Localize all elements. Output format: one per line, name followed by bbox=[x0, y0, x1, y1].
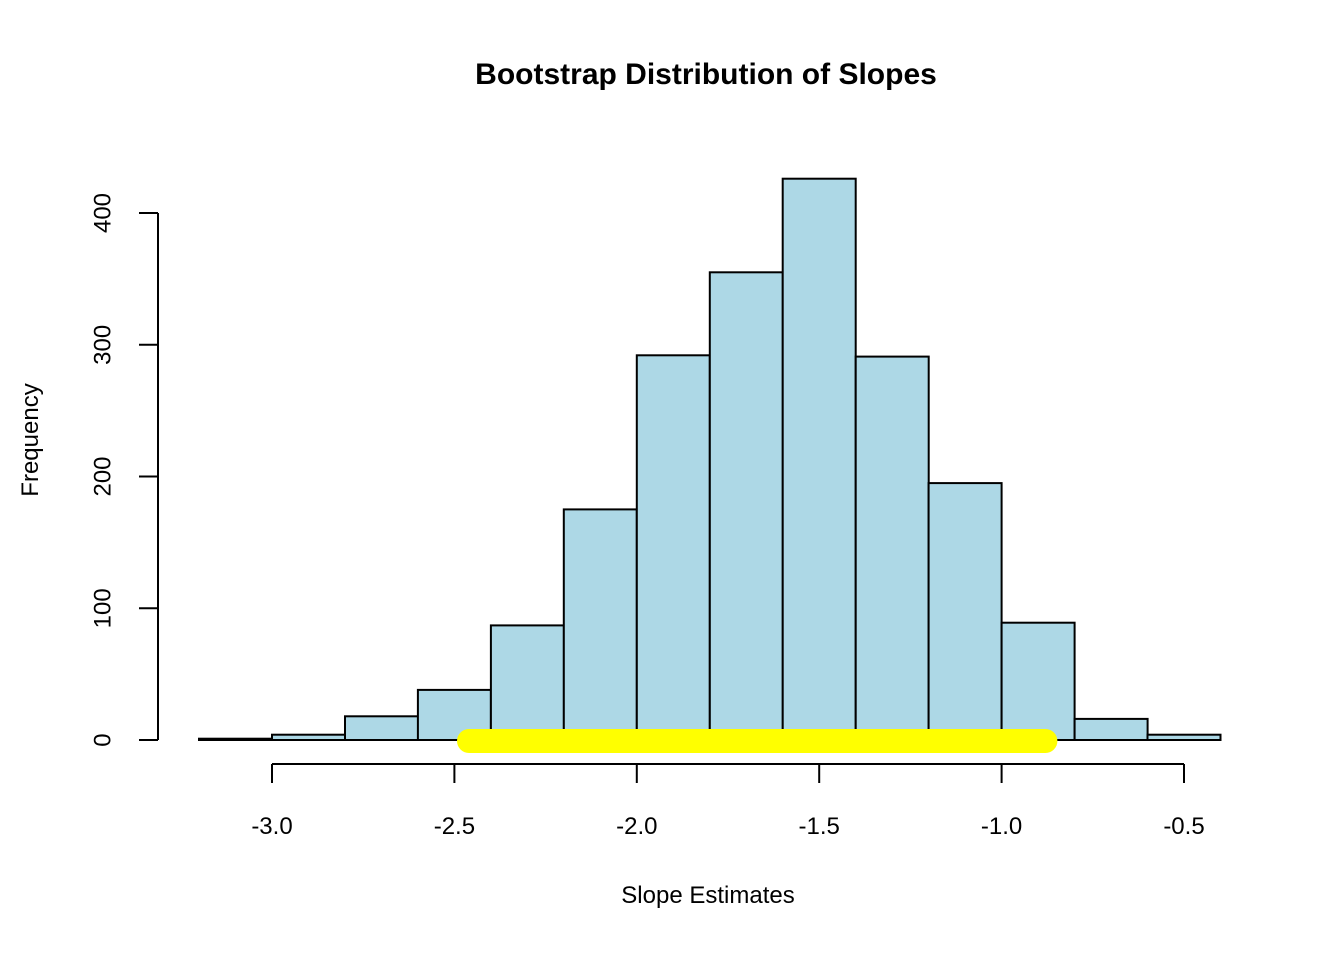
histogram-bar bbox=[271, 733, 346, 742]
y-tick-label: 400 bbox=[90, 193, 117, 233]
histogram-bar bbox=[1073, 717, 1149, 742]
axes-layer bbox=[139, 212, 1185, 783]
histogram-bar bbox=[344, 715, 419, 741]
histogram-bar bbox=[635, 354, 711, 741]
histogram-bar bbox=[562, 508, 638, 741]
x-axis-label: Slope Estimates bbox=[621, 882, 795, 909]
x-tick-label: -2.5 bbox=[434, 813, 475, 840]
y-tick-label: 100 bbox=[90, 588, 117, 628]
x-tick-label: -1.0 bbox=[981, 813, 1022, 840]
y-axis-label: Frequency bbox=[17, 383, 44, 497]
y-tick-label: 0 bbox=[90, 733, 117, 746]
y-tick-label: 200 bbox=[90, 456, 117, 496]
x-tick-label: -1.5 bbox=[799, 813, 840, 840]
y-tick-label: 300 bbox=[90, 325, 117, 365]
histogram-bar bbox=[708, 271, 784, 741]
histogram-bar bbox=[198, 737, 273, 742]
histogram-bar bbox=[1000, 621, 1076, 742]
histogram-bar bbox=[781, 177, 857, 741]
histogram-bar bbox=[1146, 733, 1222, 742]
x-tick-label: -3.0 bbox=[251, 813, 292, 840]
x-tick-label: -0.5 bbox=[1163, 813, 1204, 840]
chart-title: Bootstrap Distribution of Slopes bbox=[475, 58, 937, 91]
tick-labels-layer: 0 100 200 300 400 -3.0 -2.5 -2.0 -1.5 -1.0 -0.5 bbox=[90, 193, 1205, 840]
histogram-bar bbox=[854, 355, 930, 741]
histogram-bars-layer bbox=[198, 177, 1222, 742]
histogram-bar bbox=[489, 624, 565, 742]
histogram-bar bbox=[927, 482, 1003, 741]
x-tick-label: -2.0 bbox=[616, 813, 657, 840]
